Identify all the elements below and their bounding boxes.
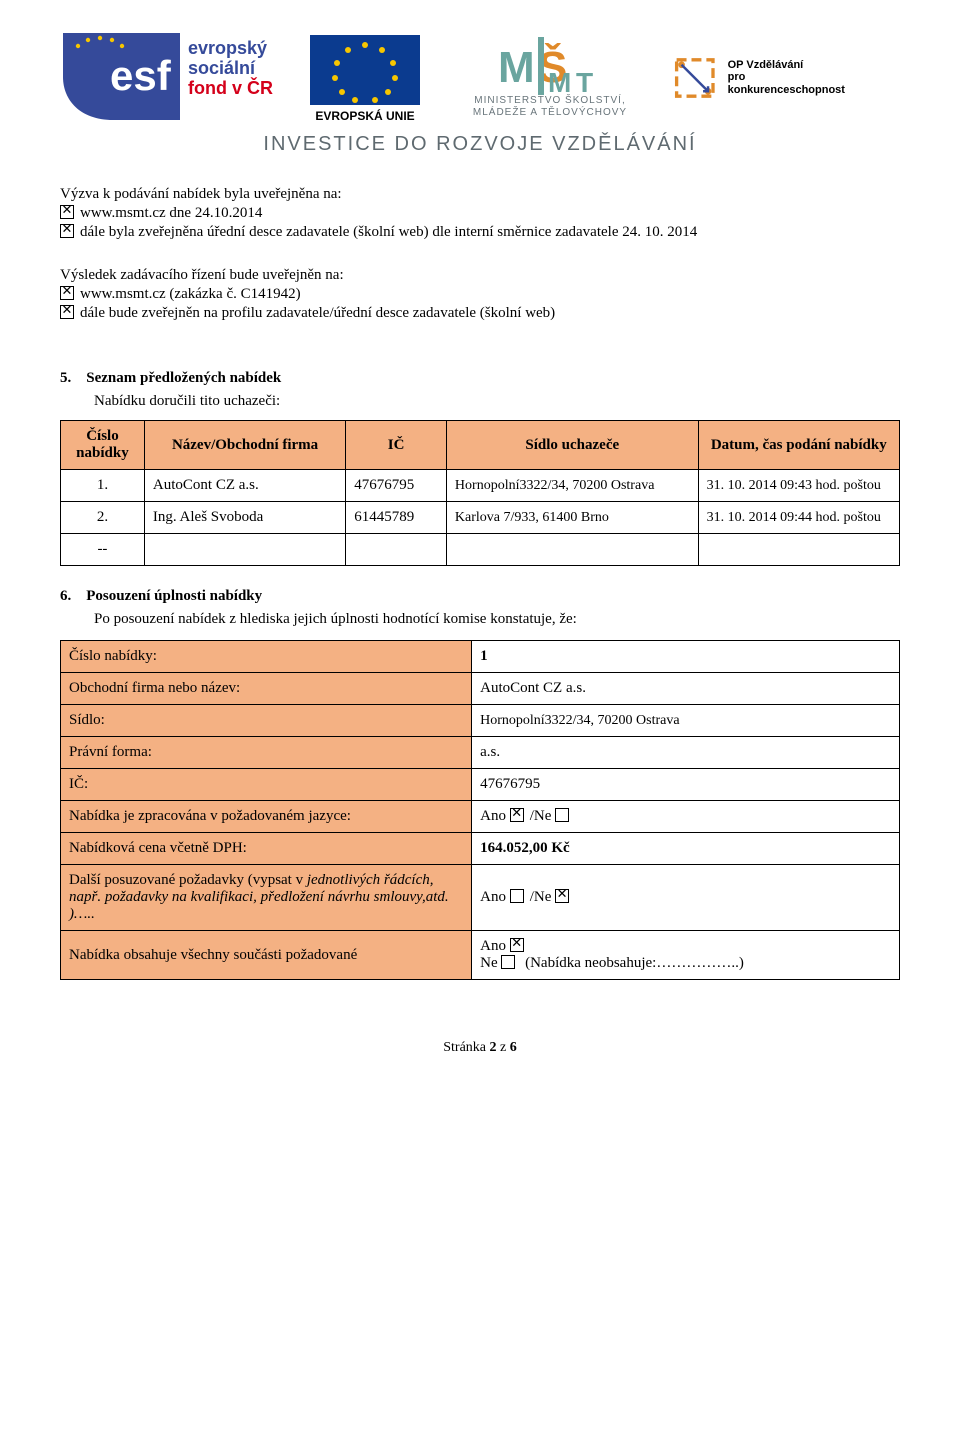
checkbox-icon	[510, 938, 524, 952]
table-row: 1. AutoCont CZ a.s. 47676795 Hornopolní3…	[61, 470, 900, 502]
col-seat: Sídlo uchazeče	[446, 421, 698, 470]
value-firm: AutoCont CZ a.s.	[472, 673, 900, 705]
checkbox-icon	[60, 286, 74, 300]
value-lang: Ano /Ne	[472, 801, 900, 833]
result-title: Výsledek zadávacího řízení bude uveřejně…	[60, 267, 900, 284]
label-other: Další posuzované požadavky (vypsat v jed…	[61, 865, 472, 931]
value-offer-no: 1	[472, 641, 900, 673]
table-row: 2. Ing. Aleš Svoboda 61445789 Karlova 7/…	[61, 502, 900, 534]
result-item-1: www.msmt.cz (zakázka č. C141942)	[60, 286, 900, 303]
label-firm: Obchodní firma nebo název:	[61, 673, 472, 705]
table-row: Právní forma: a.s.	[61, 737, 900, 769]
opvk-logo: OP Vzdělávání pro konkurenceschopnost	[670, 30, 850, 125]
label-seat: Sídlo:	[61, 705, 472, 737]
table-header-row: Číslo nabídky Název/Obchodní firma IČ Sí…	[61, 421, 900, 470]
svg-text:M: M	[498, 43, 535, 92]
value-form: a.s.	[472, 737, 900, 769]
msmt-line1: MINISTERSTVO ŠKOLSTVÍ,	[474, 95, 625, 107]
col-dt: Datum, čas podání nabídky	[698, 421, 899, 470]
announce-title: Výzva k podávání nabídek byla uveřejněna…	[60, 186, 900, 203]
col-name: Název/Obchodní firma	[144, 421, 345, 470]
section5-intro: Nabídku doručili tito uchazeči:	[94, 393, 900, 410]
value-ic: 47676795	[472, 769, 900, 801]
msmt-line2: MLÁDEŽE A TĚLOVÝCHOVY	[473, 107, 627, 119]
label-ic: IČ:	[61, 769, 472, 801]
svg-text:M: M	[548, 67, 571, 95]
opvk-line1: OP Vzdělávání	[728, 59, 850, 71]
checkbox-icon	[555, 889, 569, 903]
value-other: Ano /Ne	[472, 865, 900, 931]
eu-label: EVROPSKÁ UNIE	[315, 108, 414, 123]
label-offer-no: Číslo nabídky:	[61, 641, 472, 673]
offers-table: Číslo nabídky Název/Obchodní firma IČ Sí…	[60, 420, 900, 566]
table-row: Sídlo: Hornopolní3322/34, 70200 Ostrava	[61, 705, 900, 737]
esf-text-2: sociální	[188, 58, 256, 78]
label-lang: Nabídka je zpracována v požadovaném jazy…	[61, 801, 472, 833]
table-row: Další posuzované požadavky (vypsat v jed…	[61, 865, 900, 931]
announce-item-2: dále byla zveřejněna úřední desce zadava…	[60, 224, 900, 241]
checkbox-icon	[510, 808, 524, 822]
msmt-logo: M Š M T MINISTERSTVO ŠKOLSTVÍ, MLÁDEŽE A…	[450, 30, 650, 125]
table-row: Obchodní firma nebo název: AutoCont CZ a…	[61, 673, 900, 705]
value-price: 164.052,00 Kč	[472, 833, 900, 865]
table-row: IČ: 47676795	[61, 769, 900, 801]
section6-heading: 6. Posouzení úplnosti nabídky	[60, 588, 900, 605]
esf-text-3: fond v ČR	[188, 77, 273, 98]
assessment-table: Číslo nabídky: 1 Obchodní firma nebo náz…	[60, 640, 900, 980]
checkbox-icon	[60, 224, 74, 238]
tagline: INVESTICE DO ROZVOJE VZDĚLÁVÁNÍ	[60, 133, 900, 156]
esf-text-1: evropský	[188, 38, 267, 58]
result-item-2: dále bude zveřejněn na profilu zadavatel…	[60, 305, 900, 322]
eu-logo: EVROPSKÁ UNIE	[300, 30, 430, 125]
label-contains: Nabídka obsahuje všechny součásti požado…	[61, 931, 472, 980]
table-row: --	[61, 534, 900, 566]
checkbox-icon	[60, 205, 74, 219]
col-num: Číslo nabídky	[61, 421, 145, 470]
label-form: Právní forma:	[61, 737, 472, 769]
svg-text:esf: esf	[110, 52, 172, 99]
checkbox-icon	[60, 305, 74, 319]
checkbox-icon	[501, 955, 515, 969]
section6-intro: Po posouzení nabídek z hlediska jejich ú…	[94, 611, 900, 628]
page-footer: Stránka 2 z 6	[60, 1040, 900, 1056]
esf-logo: esf evropský sociální fond v ČR	[60, 30, 280, 125]
table-row: Nabídka obsahuje všechny součásti požado…	[61, 931, 900, 980]
table-row: Nabídka je zpracována v požadovaném jazy…	[61, 801, 900, 833]
table-row: Číslo nabídky: 1	[61, 641, 900, 673]
table-row: Nabídková cena včetně DPH: 164.052,00 Kč	[61, 833, 900, 865]
checkbox-icon	[555, 808, 569, 822]
opvk-line2: pro konkurenceschopnost	[728, 71, 850, 95]
checkbox-icon	[510, 889, 524, 903]
value-seat: Hornopolní3322/34, 70200 Ostrava	[472, 705, 900, 737]
svg-text:T: T	[576, 67, 593, 95]
label-price: Nabídková cena včetně DPH:	[61, 833, 472, 865]
logo-strip: esf evropský sociální fond v ČR EVROPSKÁ…	[60, 30, 900, 125]
section5-heading: 5. Seznam předložených nabídek	[60, 370, 900, 387]
col-ic: IČ	[346, 421, 447, 470]
announce-item-1: www.msmt.cz dne 24.10.2014	[60, 205, 900, 222]
value-contains: Ano Ne (Nabídka neobsahuje:……………..)	[472, 931, 900, 980]
